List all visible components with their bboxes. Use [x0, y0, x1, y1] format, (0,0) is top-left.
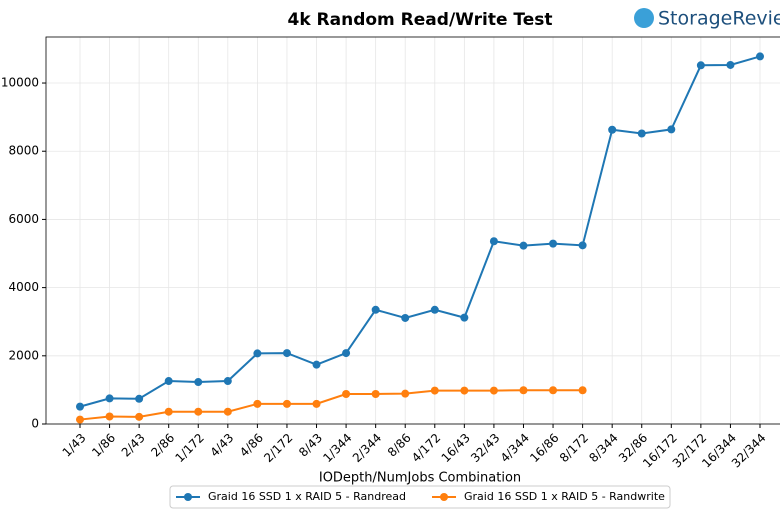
data-point [282, 349, 291, 358]
data-point [401, 313, 410, 322]
data-point [549, 239, 558, 248]
data-point [549, 386, 558, 395]
data-point [430, 386, 439, 395]
data-point [76, 415, 84, 424]
data-point [253, 349, 262, 358]
logo-icon [634, 8, 654, 28]
x-tick-label: 2/172 [261, 431, 295, 465]
x-tick-label: 4/43 [207, 431, 236, 460]
data-point [164, 407, 173, 416]
data-point [578, 241, 587, 250]
y-tick-label: 2000 [8, 348, 39, 362]
data-point [194, 378, 203, 387]
data-point [489, 386, 498, 395]
data-point [430, 305, 439, 314]
data-point [135, 412, 144, 421]
data-point [637, 129, 646, 138]
x-tick-label: 16/43 [439, 431, 473, 465]
data-point [489, 237, 498, 246]
x-tick-label: 4/172 [409, 431, 443, 465]
data-point [460, 313, 469, 322]
chart-title: 4k Random Read/Write Test [287, 10, 552, 30]
x-tick-label: 1/86 [89, 431, 118, 460]
data-point [312, 399, 321, 408]
data-point [282, 399, 291, 408]
data-point [519, 386, 528, 395]
data-point [76, 402, 84, 411]
data-point [726, 60, 735, 69]
data-point [194, 407, 203, 416]
legend-marker [440, 493, 449, 501]
data-point [312, 360, 321, 369]
data-point [223, 407, 232, 416]
data-point [696, 61, 705, 70]
data-point [135, 394, 144, 403]
series-line [79, 389, 583, 421]
data-point [223, 377, 232, 386]
data-point [342, 349, 351, 358]
data-point [105, 412, 114, 421]
x-tick-label: 2/43 [119, 431, 148, 460]
x-tick-label: 1/43 [60, 431, 89, 460]
x-tick-label: 32/43 [468, 431, 502, 465]
data-point [519, 241, 528, 250]
data-point [164, 377, 173, 386]
x-tick-label: 1/344 [320, 431, 354, 465]
x-tick-label: 16/86 [527, 431, 561, 465]
x-tick-label: 8/172 [557, 431, 591, 465]
data-point [578, 386, 587, 395]
x-tick-label: 2/344 [350, 431, 384, 465]
x-tick-label: 8/344 [586, 431, 620, 465]
data-point [460, 386, 469, 395]
y-tick-label: 8000 [8, 144, 39, 158]
legend-box [169, 485, 671, 509]
legend-marker [184, 493, 192, 501]
logo: StorageReview [658, 8, 780, 30]
data-point [401, 389, 410, 398]
legend-label: Graid 16 SSD 1 x RAID 5 - Randwrite [464, 490, 665, 503]
data-point [371, 305, 380, 314]
series-line [79, 55, 761, 408]
y-tick-label: 6000 [8, 212, 39, 226]
x-tick-label: 4/344 [498, 431, 532, 465]
legend-label: Graid 16 SSD 1 x RAID 5 - Randread [208, 490, 406, 503]
y-tick-label: 0 [31, 417, 39, 431]
x-axis-label: IODepth/NumJobs Combination [319, 471, 521, 486]
data-point [371, 389, 380, 398]
y-tick-label: 10000 [1, 76, 39, 90]
x-tick-label: 1/172 [172, 431, 206, 465]
data-point [253, 399, 262, 408]
data-point [667, 125, 676, 134]
data-point [342, 389, 351, 398]
plot-frame [45, 36, 780, 425]
y-tick-label: 4000 [8, 280, 39, 294]
data-point [105, 394, 114, 403]
data-point [756, 52, 764, 61]
data-point [608, 125, 617, 134]
